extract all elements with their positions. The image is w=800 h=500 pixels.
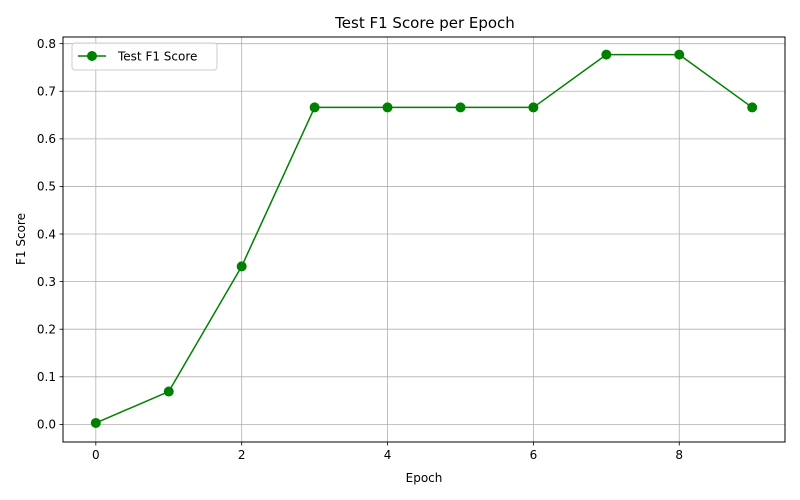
legend-box <box>71 42 218 71</box>
series-layer <box>90 49 758 428</box>
y-tick-label: 0.1 <box>37 370 56 384</box>
data-point <box>601 49 612 60</box>
chart-title: Test F1 Score per Epoch <box>334 14 515 32</box>
data-point <box>455 102 466 113</box>
y-tick-label: 0.2 <box>37 323 56 337</box>
grid-lines <box>63 37 785 442</box>
data-point <box>747 102 758 113</box>
series-line <box>95 53 753 424</box>
y-tick-label: 0.5 <box>37 180 56 194</box>
legend: Test F1 Score <box>71 42 218 71</box>
y-tick-label: 0.0 <box>37 418 56 432</box>
x-tick-label: 6 <box>530 448 538 462</box>
data-point <box>309 102 320 113</box>
legend-marker-swatch <box>87 51 97 61</box>
data-point <box>90 417 101 428</box>
data-point <box>236 261 247 272</box>
x-tick-label: 4 <box>384 448 392 462</box>
data-point <box>674 49 685 60</box>
data-point <box>163 386 174 397</box>
y-tick-label: 0.8 <box>37 37 56 51</box>
y-tick-label: 0.4 <box>37 227 56 241</box>
data-point <box>528 102 539 113</box>
y-tick-label: 0.3 <box>37 275 56 289</box>
x-tick-label: 8 <box>675 448 683 462</box>
data-point <box>382 102 393 113</box>
y-axis-label: F1 Score <box>14 213 28 265</box>
plot-area-frame <box>62 36 786 443</box>
y-tick-label: 0.7 <box>37 85 56 99</box>
axis-ticks: 0 2 4 6 8 0.0 0.1 0.2 0.3 0.4 0.5 0.6 0.7 0.8 <box>37 37 683 462</box>
legend-label: Test F1 Score <box>117 50 197 64</box>
x-axis-label: Epoch <box>406 471 443 485</box>
x-tick-label: 2 <box>238 448 246 462</box>
x-tick-label: 0 <box>92 448 100 462</box>
y-tick-label: 0.6 <box>37 132 56 146</box>
